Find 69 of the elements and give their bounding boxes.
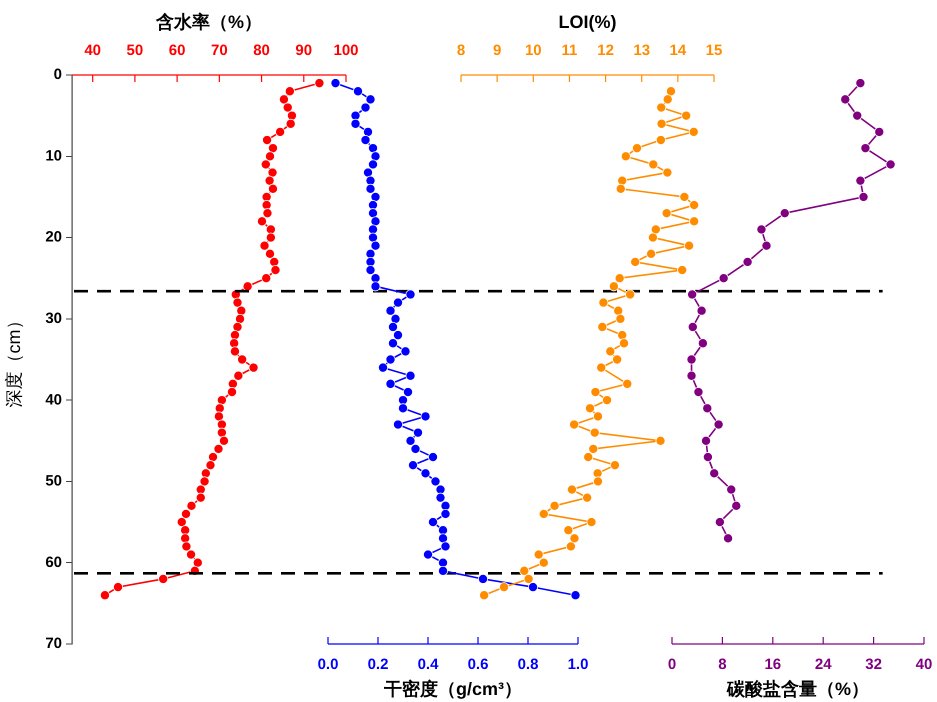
x-tick-label: 40 <box>916 656 932 674</box>
point <box>698 338 708 348</box>
x2-tick-label: 100 <box>333 42 359 60</box>
x2-tick-label: 13 <box>633 42 650 60</box>
point <box>762 240 772 251</box>
point <box>858 192 869 202</box>
y-tick-label: 50 <box>45 472 62 490</box>
point <box>855 78 866 88</box>
x2-axis-title: LOI(%) <box>558 12 616 32</box>
point <box>709 468 720 478</box>
point <box>702 403 712 414</box>
x2-tick-label: 70 <box>211 42 228 60</box>
point <box>686 354 697 364</box>
y-axis-title: 深度（cm） <box>4 312 24 408</box>
x-axis-title: 碳酸盐含量（%） <box>726 678 870 699</box>
point <box>723 533 734 544</box>
point <box>696 306 707 316</box>
x-tick-label: 16 <box>764 656 782 674</box>
x-tick-label: 32 <box>865 656 882 674</box>
point <box>756 224 766 234</box>
point <box>840 94 850 104</box>
x-tick-label: 0.2 <box>368 656 388 674</box>
x-tick-label: 0.0 <box>318 656 338 674</box>
x-tick-label: 0 <box>668 656 676 674</box>
x-axis-title: 干密度（g/cm³） <box>382 678 522 699</box>
point <box>731 500 742 511</box>
x2-tick-label: 90 <box>295 42 312 60</box>
point <box>860 143 870 154</box>
x2-tick-label: 12 <box>597 42 614 60</box>
x2-axis-title: 含水率（%） <box>154 12 262 32</box>
point <box>874 126 884 137</box>
x2-tick-label: 9 <box>492 42 502 60</box>
point <box>701 436 712 446</box>
x-tick-label: 0.8 <box>518 656 538 674</box>
point <box>886 159 896 170</box>
point <box>780 208 790 218</box>
x2-tick-label: 11 <box>562 42 578 60</box>
x2-tick-label: 14 <box>670 42 687 60</box>
x-tick-label: 8 <box>718 656 727 674</box>
x-tick-label: 1.0 <box>568 656 588 674</box>
y-tick-label: 20 <box>45 228 62 246</box>
x-tick-label: 24 <box>814 656 832 674</box>
y-tick-label: 30 <box>45 310 62 327</box>
x-tick-label: 0.4 <box>418 656 440 674</box>
point <box>714 517 725 528</box>
point <box>702 452 713 462</box>
point <box>686 370 697 381</box>
point <box>718 273 729 284</box>
x2-tick-label: 60 <box>168 42 186 60</box>
x2-tick-label: 50 <box>126 42 144 60</box>
point <box>687 289 698 300</box>
y-tick-label: 40 <box>45 391 62 408</box>
y-tick-label: 10 <box>45 147 62 164</box>
x2-tick-label: 80 <box>253 42 270 60</box>
point <box>726 484 736 495</box>
x2-tick-label: 40 <box>84 42 102 60</box>
point <box>688 322 698 332</box>
point <box>693 387 704 398</box>
y-tick-label: 0 <box>54 66 62 84</box>
point <box>855 176 866 186</box>
x2-tick-label: 8 <box>456 42 466 60</box>
x2-tick-label: 10 <box>524 42 542 60</box>
point <box>852 110 862 121</box>
point <box>714 420 724 430</box>
x2-tick-label: 15 <box>706 42 722 60</box>
y-tick-label: 70 <box>45 635 62 652</box>
point <box>742 256 753 267</box>
x-tick-label: 0.6 <box>468 656 488 674</box>
y-tick-label: 60 <box>45 554 62 571</box>
